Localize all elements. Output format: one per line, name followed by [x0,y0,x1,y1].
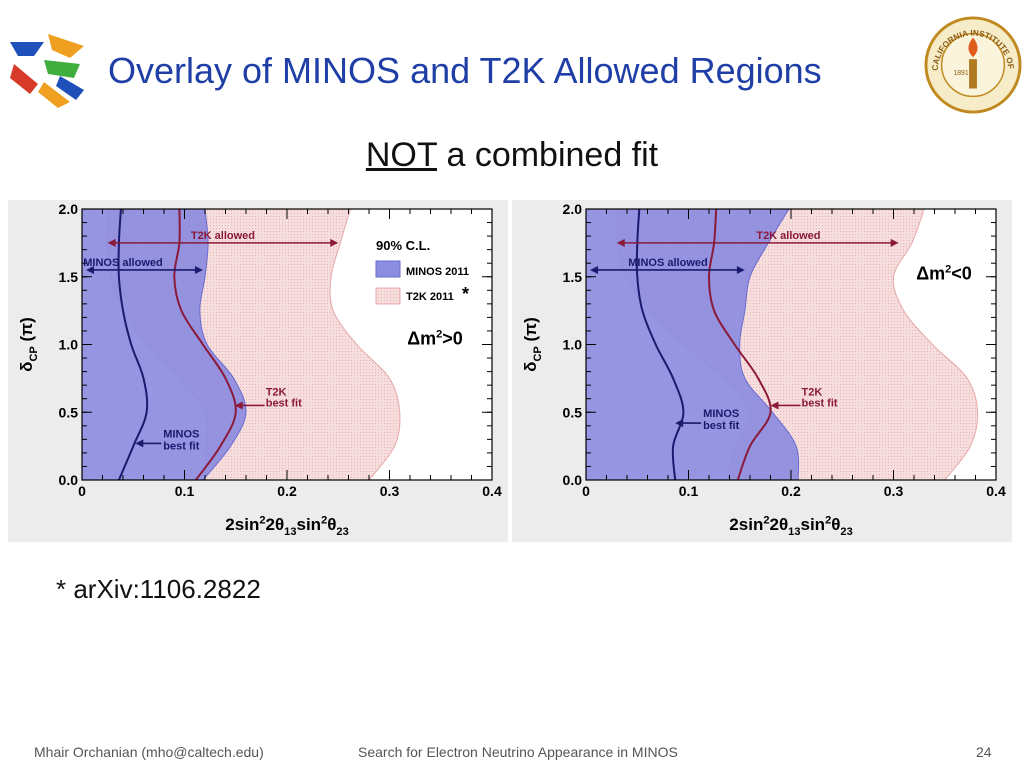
caltech-seal: CALIFORNIA INSTITUTE OF TECHNOLOGY 1891 [924,16,1022,114]
chart-panel-right: 0 0.1 0.2 0.3 0.4 0.0 0.5 1.0 1.5 2.0 2sin22θ13sin… [512,200,1012,542]
legend-footnote-marker: * [462,284,469,304]
footer-author: Mhair Orchanian (mho@caltech.edu) [34,744,264,760]
t2k-best-fit-label-1: T2K [266,386,287,398]
mass-ordering-annotation: Δm2>0 [407,329,463,349]
minos-allowed-label: MINOS allowed [628,257,707,269]
minos-best-fit-arrow-head [135,439,144,448]
subtitle-rest: a combined fit [437,136,659,174]
legend-swatch-t2k [375,287,401,305]
y-tick-label: 0.0 [59,472,79,488]
footnote: * arXiv:1106.2822 [56,574,261,604]
minos-allowed-arrow-head-left [86,265,94,274]
minos-best-fit-arrow-head [675,419,684,428]
legend-swatch-minos [375,260,401,278]
t2k-allowed-arrow-head-right [330,238,339,247]
mass-ordering-annotation: Δm2<0 [916,263,972,283]
x-axis-label: 2sin22θ13sin2θ23 [225,515,348,538]
minos-allowed-label: MINOS allowed [83,257,162,269]
chart-panel-left: 0 0.1 0.2 0.3 0.4 0.0 0.5 1.0 1.5 2.0 2sin22θ13sin… [8,200,508,542]
t2k-best-fit-arrow-head [770,401,779,410]
minos-logo [10,34,84,108]
minos-allowed-arrow-head-left [590,265,598,274]
minos-best-fit-label-2: best fit [703,420,739,432]
t2k-allowed-arrow [616,238,899,247]
tick-marks [585,208,997,481]
y-tick-label: 2.0 [563,201,583,217]
t2k-best-fit-label-2: best fit [266,397,302,409]
y-tick-label: 2.0 [59,201,79,217]
tick-marks [81,208,493,481]
minos-best-fit-label-2: best fit [163,440,199,452]
slide-title: Overlay of MINOS and T2K Allowed Regions [108,50,822,91]
t2k-best-fit-line [707,209,772,480]
minos-best-fit-arrow [675,419,702,428]
minos-best-fit-line [117,209,149,480]
minos-best-fit-label-1: MINOS [163,428,199,440]
minos-allowed-arrow [86,265,203,274]
t2k-best-fit-arrow [234,401,265,410]
plot-content [586,209,979,480]
t2k-allowed-arrow-head-left [107,238,116,247]
t2k-allowed-arrow-head-right [890,238,899,247]
x-tick-label: 0.4 [986,483,1006,499]
x-tick-label: 0.1 [679,483,699,499]
x-tick-label: 0 [582,483,590,499]
x-tick-label: 0.1 [175,483,195,499]
x-tick-label: 0.4 [482,483,502,499]
x-tick-label: 0 [78,483,86,499]
y-tick-label: 1.5 [563,269,583,285]
legend-label-t2k: T2K 2011 [406,291,454,303]
t2k-best-fit-label-1: T2K [802,386,823,398]
legend-label-minos: MINOS 2011 [406,266,469,278]
y-axis-label: δCP (π) [17,317,40,372]
x-tick-label: 0.2 [781,483,801,499]
t2k-best-fit-line [173,209,237,480]
minos-best-fit-line [635,209,685,480]
x-tick-label: 0.3 [380,483,400,499]
x-tick-label: 0.3 [884,483,904,499]
minos-best-fit-arrow [135,439,162,448]
t2k-best-fit-label-2: best fit [802,397,838,409]
minos-allowed-arrow [590,265,745,274]
minos-allowed-arrow-head-right [736,265,745,274]
y-tick-label: 1.0 [59,337,79,353]
y-tick-label: 1.0 [563,337,583,353]
chart-left: 0 0.1 0.2 0.3 0.4 0.0 0.5 1.0 1.5 2.0 2sin22θ13sin… [17,201,502,538]
t2k-best-fit-arrow-head [234,401,243,410]
y-tick-label: 0.0 [563,472,583,488]
footer-page-number: 24 [976,744,992,760]
slide-subtitle: NOT a combined fit [0,136,1024,175]
t2k-allowed-arrow [107,238,339,247]
x-axis-label: 2sin22θ13sin2θ23 [729,515,852,538]
y-tick-label: 1.5 [59,269,79,285]
footer-talk-title: Search for Electron Neutrino Appearance … [358,744,678,760]
y-tick-label: 0.5 [59,404,79,420]
plot-content [82,209,401,480]
y-tick-label: 0.5 [563,404,583,420]
minos-best-fit-label-1: MINOS [703,408,739,420]
x-tick-label: 0.2 [277,483,297,499]
subtitle-not: NOT [365,136,438,174]
t2k-allowed-label: T2K allowed [756,230,820,242]
t2k-allowed-label: T2K allowed [191,230,255,242]
t2k-best-fit-arrow [770,401,801,410]
seal-year: 1891 [953,70,968,77]
chart-right: 0 0.1 0.2 0.3 0.4 0.0 0.5 1.0 1.5 2.0 2sin22θ13sin… [521,201,1006,538]
y-axis-label: δCP (π) [521,317,544,372]
legend: 90% C.L. MINOS 2011 T2K 2011 * [375,238,469,305]
minos-allowed-arrow-head-right [194,265,203,274]
legend-header: 90% C.L. [376,238,430,253]
t2k-allowed-arrow-head-left [616,238,625,247]
